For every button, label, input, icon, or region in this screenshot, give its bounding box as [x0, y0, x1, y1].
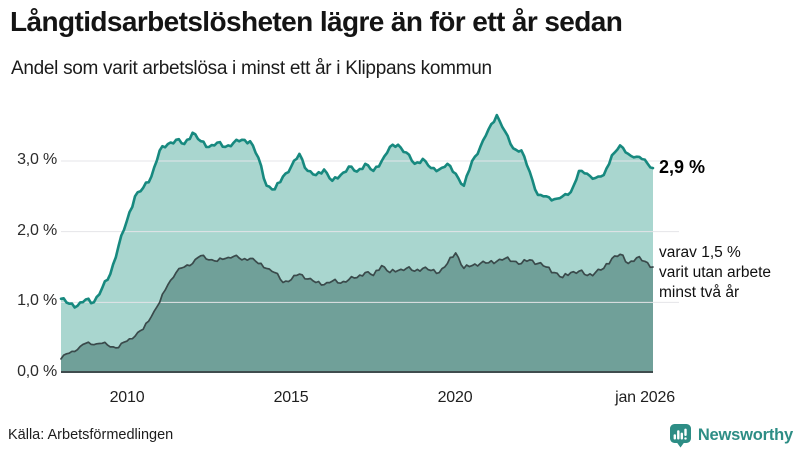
source-label: Källa: Arbetsförmedlingen — [8, 427, 174, 443]
x-tick-2010: 2010 — [109, 389, 145, 406]
chart-subtitle: Andel som varit arbetslösa i minst ett å… — [11, 58, 492, 79]
x-tick-jan-2026: jan 2026 — [615, 389, 675, 406]
subset-area — [61, 252, 653, 373]
y-tick-1: 1,0 % — [17, 292, 57, 309]
y-tick-0: 0,0 % — [17, 363, 57, 380]
total-line — [59, 113, 655, 309]
y-tick-2: 2,0 % — [17, 222, 57, 239]
newsworthy-logo: Newsworthy — [669, 423, 793, 448]
y-tick-3: 3,0 % — [17, 151, 57, 168]
subset-annotation: varav 1,5 % varit utan arbete minst två … — [659, 244, 772, 302]
newsworthy-icon — [669, 424, 691, 448]
x-tick-2020: 2020 — [437, 389, 473, 406]
end-value-label: 2,9 % — [659, 157, 706, 177]
page-title: Långtidsarbetslösheten lägre än för ett … — [10, 6, 623, 37]
x-tick-2015: 2015 — [273, 389, 309, 406]
subset-line — [60, 252, 654, 360]
newsworthy-wordmark: Newsworthy — [697, 426, 793, 444]
